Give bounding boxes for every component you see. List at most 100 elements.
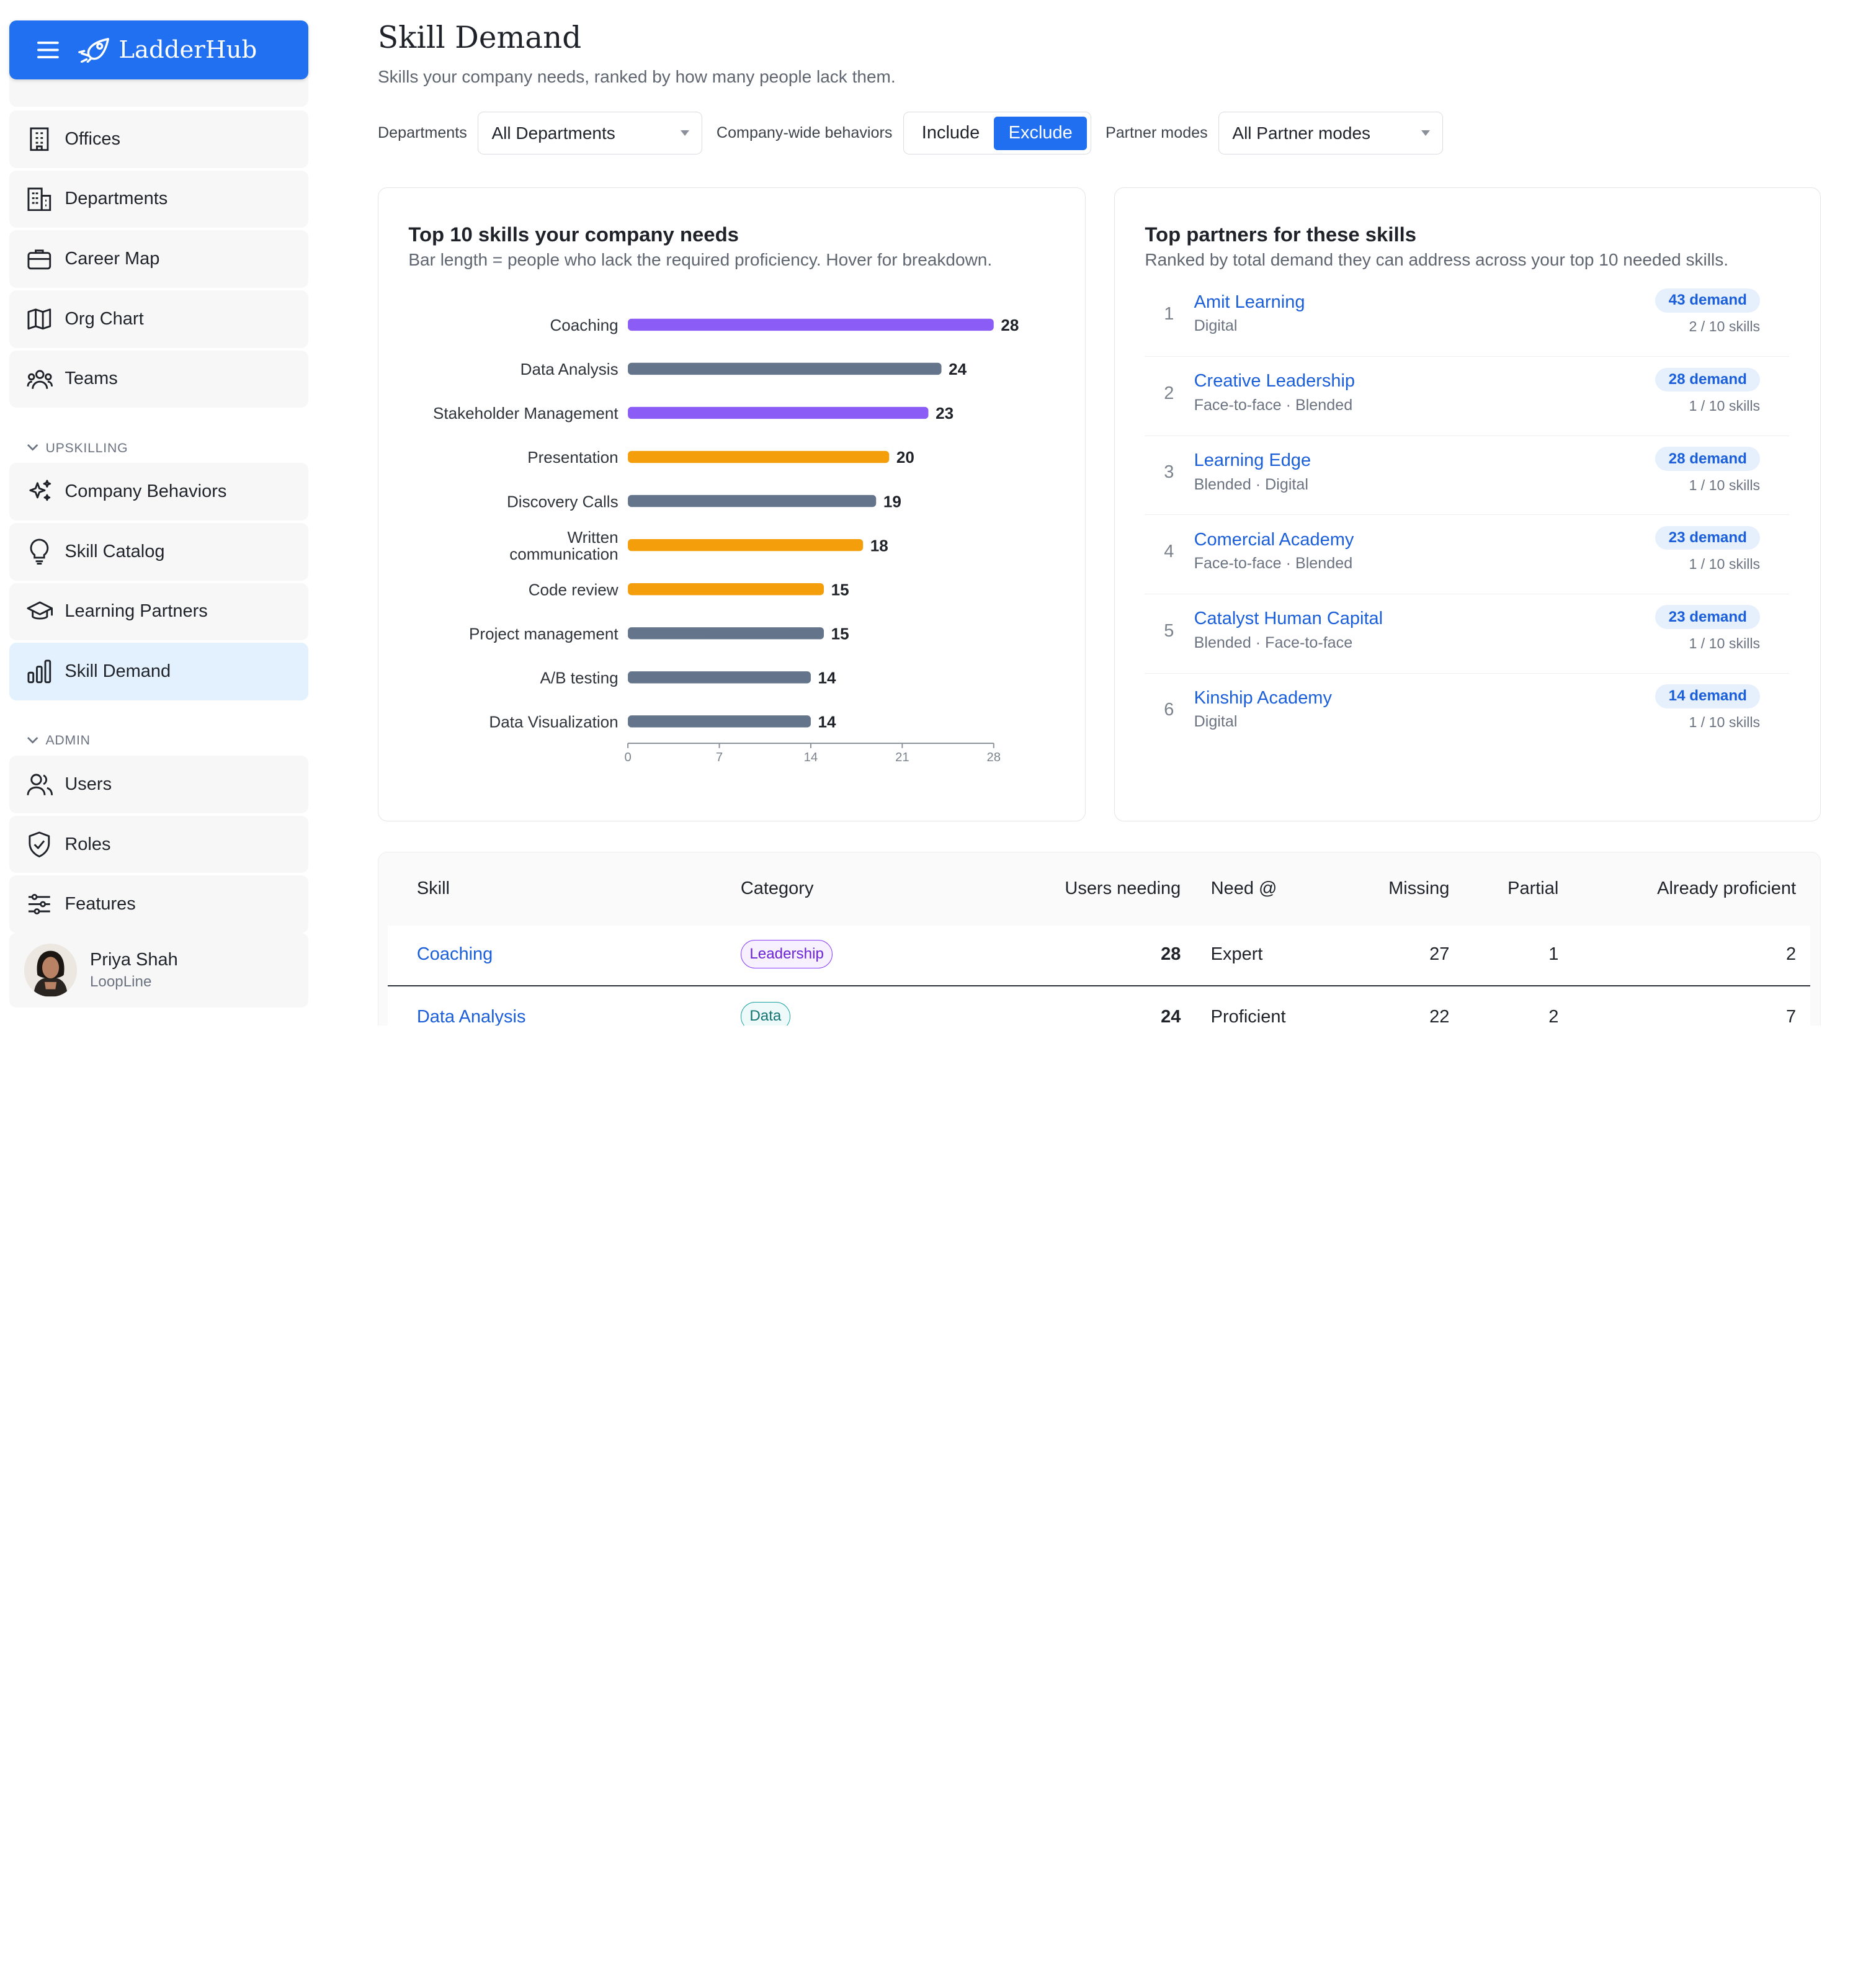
partner-name-link[interactable]: Catalyst Human Capital [1194,609,1383,629]
partner-row[interactable]: 1 Amit Learning Digital 43 demand 2 / 10… [1145,278,1789,357]
partner-rank: 1 [1164,304,1174,324]
users-needing-value: 24 [1161,1007,1181,1026]
bar-category-label: Stakeholder Management [433,404,619,422]
sidebar-item-skill-catalog[interactable]: Skill Catalog [9,522,308,581]
bar-category-label: Written communication [509,527,618,563]
partner-name-link[interactable]: Creative Leadership [1194,371,1356,391]
bar[interactable] [628,715,811,728]
bar[interactable] [628,362,942,375]
partner-row[interactable]: 3 Learning Edge Blended · Digital 28 dem… [1145,436,1789,516]
bar-category-label: Presentation [527,448,618,467]
x-axis-tick-label: 0 [624,751,631,764]
bar-category-label: Coaching [550,316,618,334]
behaviors-toggle: Include Exclude [903,111,1091,155]
shield-check-icon [27,831,53,858]
sidebar-item-label: Org Chart [65,308,144,329]
behaviors-label: Company-wide behaviors [716,124,893,142]
sidebar-item-offices[interactable]: Offices [9,110,308,168]
sidebar-item-skill-demand[interactable]: Skill Demand [9,643,308,701]
departments-label: Departments [377,124,467,142]
column-header-already-proficient[interactable]: Already proficient [1657,878,1797,899]
skills-count: 1 / 10 skills [1689,397,1761,414]
demand-badge: 28 demand [1655,367,1761,392]
table-row[interactable]: Data Analysis Data 24 Proficient 22 2 7 [388,988,1811,1026]
skill-link[interactable]: Data Analysis [416,1007,526,1026]
column-header-missing[interactable]: Missing [1388,878,1450,899]
behaviors-include-option[interactable]: Include [921,123,980,143]
skills-count: 1 / 10 skills [1689,476,1761,493]
sidebar-item-label: Features [65,894,136,914]
partner-rank: 2 [1164,383,1174,403]
sidebar-item-label: Company Behaviors [65,481,227,502]
missing-value: 27 [1429,944,1450,965]
chevron-down-icon [27,736,38,745]
partner-row[interactable]: 4 Comercial Academy Face-to-face · Blend… [1145,515,1789,594]
sidebar-item-users[interactable]: Users [9,755,308,813]
bar[interactable] [628,406,929,419]
sidebar-item-features[interactable]: Features [9,875,308,934]
column-header-partial[interactable]: Partial [1508,878,1559,899]
bar[interactable] [628,583,824,595]
top-partners-card: Top partners for these skills Ranked by … [1114,187,1821,822]
column-header-category[interactable]: Category [740,878,814,899]
sidebar-item-learning-partners[interactable]: Learning Partners [9,583,308,641]
skills-count: 2 / 10 skills [1689,318,1761,335]
bar-value-label: 19 [883,492,901,511]
table-row[interactable]: Coaching Leadership 28 Expert 27 1 2 [388,925,1811,987]
partner-name-link[interactable]: Comercial Academy [1194,529,1354,550]
bar[interactable] [628,494,877,507]
partner-row[interactable]: 2 Creative Leadership Face-to-face · Ble… [1145,357,1789,436]
sidebar-item-career-map[interactable]: Career Map [9,230,308,288]
sparkles-icon [27,478,53,505]
partner-rank: 6 [1164,700,1174,720]
user-org: LoopLine [89,973,152,991]
category-pill: Leadership [740,939,833,969]
section-label-upskilling[interactable]: UPSKILLING [27,440,128,456]
section-label-admin[interactable]: ADMIN [27,733,91,748]
column-header-users-needing[interactable]: Users needing [1065,878,1181,899]
missing-value: 22 [1429,1007,1450,1026]
brand-bar[interactable]: LadderHub [9,20,308,79]
bar[interactable] [628,318,994,331]
proficient-value: 2 [1786,944,1797,965]
departments-select[interactable]: All Departments [478,111,702,155]
behaviors-exclude-option[interactable]: Exclude [994,116,1087,150]
partner-name-link[interactable]: Amit Learning [1194,292,1305,312]
partner-row[interactable]: 5 Catalyst Human Capital Blended · Face-… [1145,594,1789,674]
sidebar-item-company-behaviors[interactable]: Company Behaviors [9,463,308,521]
partner-name-link[interactable]: Learning Edge [1194,450,1311,470]
column-header-skill[interactable]: Skill [416,878,450,899]
user-info: Priya Shah LoopLine [90,950,178,991]
partner-modes: Face-to-face · Blended [1194,396,1353,414]
bar-value-label: 15 [831,624,849,643]
bar-value-label: 23 [936,404,954,422]
partner-modes-select[interactable]: All Partner modes [1218,111,1443,155]
partner-row[interactable]: 6 Kinship Academy Digital 14 demand 1 / … [1145,674,1789,753]
column-header-need-at[interactable]: Need @ [1210,878,1277,899]
bar[interactable] [628,538,864,551]
map-icon [27,306,53,333]
user-profile[interactable]: Priya Shah LoopLine [9,933,308,1008]
bar[interactable] [628,671,811,684]
sidebar-item-teams[interactable]: Teams [9,350,308,408]
partner-name-link[interactable]: Kinship Academy [1194,687,1332,708]
top-skills-card: Top 10 skills your company needs Bar len… [377,187,1086,822]
hamburger-menu-icon[interactable] [34,35,62,64]
sidebar-item-label: Skill Demand [65,661,171,682]
bar-value-label: 18 [870,536,888,555]
sidebar-item-roles[interactable]: Roles [9,815,308,874]
skills-count: 1 / 10 skills [1689,635,1761,651]
sidebar-item-departments[interactable]: Departments [9,170,308,228]
bar-chart-icon [27,658,53,685]
chevron-down-icon [27,444,38,452]
skill-link[interactable]: Coaching [416,944,493,965]
sidebar-item-org-chart[interactable]: Org Chart [9,290,308,348]
bar[interactable] [628,450,890,463]
partial-value: 2 [1548,1007,1559,1026]
demand-badge: 43 demand [1655,288,1761,313]
partner-modes: Face-to-face · Blended [1194,555,1353,573]
partner-rank: 3 [1164,462,1174,483]
filter-bar: Departments All Departments Company-wide… [377,111,1443,155]
bar[interactable] [628,627,824,639]
caret-down-icon [681,130,690,136]
